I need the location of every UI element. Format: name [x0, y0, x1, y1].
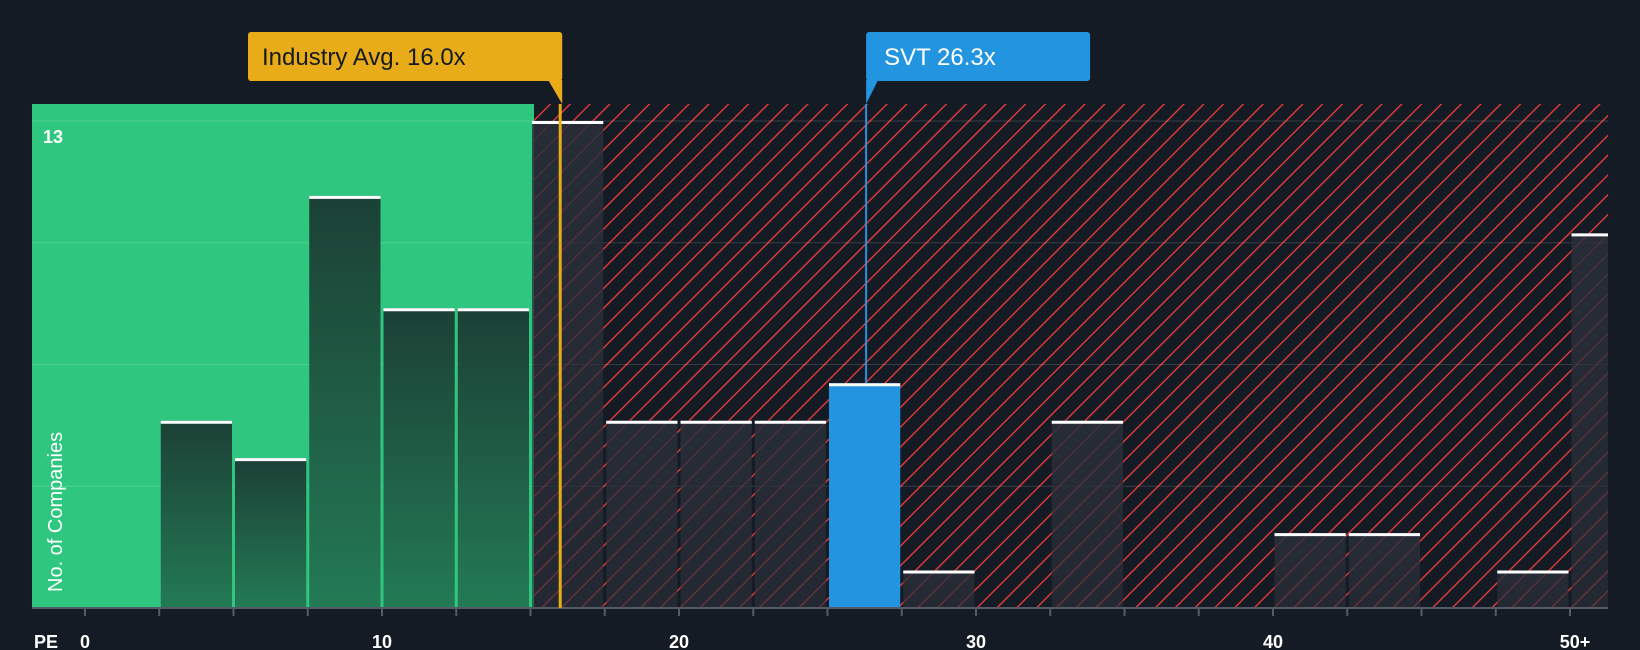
industry-average-label-box	[248, 32, 563, 81]
histogram-bar	[235, 458, 307, 608]
histogram-bar	[606, 420, 678, 608]
histogram-bar	[1274, 533, 1346, 608]
histogram-bar	[383, 308, 455, 608]
histogram-bar	[754, 420, 826, 608]
x-axis-ticks: 0 10 20 30 40 50+	[80, 608, 1590, 650]
x-tick-label: 10	[372, 632, 392, 650]
company-pe-label-box	[866, 32, 1091, 81]
histogram-bar	[309, 195, 381, 608]
histogram-bar	[1051, 420, 1123, 608]
x-tick-label: 50+	[1560, 632, 1591, 650]
company-annotation: SVT 26.3x	[865, 32, 1091, 384]
y-max-label: 13	[43, 127, 63, 147]
company-pe-pointer	[866, 80, 879, 104]
histogram-bar	[1497, 570, 1569, 608]
histogram-bar	[457, 308, 529, 608]
histogram-bar	[903, 570, 975, 608]
industry-average-pointer	[548, 80, 563, 104]
industry-average-annotation: Industry Avg. 16.0x	[248, 32, 563, 608]
histogram-bar	[160, 420, 232, 608]
x-axis-label: PE	[34, 632, 58, 650]
industry-average-label: Industry Avg. 16.0x	[262, 44, 466, 71]
histogram-bar	[532, 121, 604, 608]
histogram-bar	[1571, 233, 1608, 608]
histogram-bar	[1348, 533, 1420, 608]
x-tick-label: 20	[669, 632, 689, 650]
histogram-bar	[680, 420, 752, 608]
x-tick-label: 0	[80, 632, 90, 650]
company-pe-label: SVT 26.3x	[884, 44, 996, 71]
x-tick-label: 40	[1263, 632, 1283, 650]
histogram-bars	[160, 121, 1608, 608]
company-bar	[829, 383, 901, 608]
x-tick-label: 30	[966, 632, 986, 650]
y-axis-label: No. of Companies	[45, 432, 67, 592]
